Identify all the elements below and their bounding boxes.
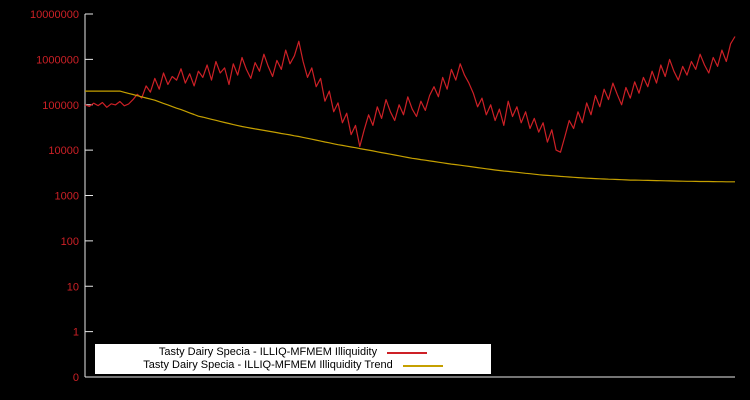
series-line-1 bbox=[85, 90, 735, 183]
legend-item-illiquidity: Tasty Dairy Specia - ILLIQ-MFMEM Illiqui… bbox=[158, 346, 428, 359]
legend-line-sample-trend bbox=[402, 364, 443, 367]
legend-label-trend: Tasty Dairy Specia - ILLIQ-MFMEM Illiqui… bbox=[143, 359, 393, 371]
series-line-0 bbox=[84, 36, 736, 153]
y-tick-label: 10000 bbox=[48, 145, 79, 157]
legend: Tasty Dairy Specia - ILLIQ-MFMEM Illiqui… bbox=[95, 344, 491, 374]
legend-item-trend: Tasty Dairy Specia - ILLIQ-MFMEM Illiqui… bbox=[143, 359, 443, 372]
y-tick-label: 1000000 bbox=[36, 54, 79, 66]
y-tick-label: 1 bbox=[73, 327, 79, 339]
y-tick-label: 10 bbox=[67, 281, 79, 293]
y-tick-label: 100 bbox=[61, 236, 79, 248]
y-tick-label: 1000 bbox=[55, 191, 79, 203]
legend-label-illiquidity: Tasty Dairy Specia - ILLIQ-MFMEM Illiqui… bbox=[158, 346, 378, 358]
y-tick-label: 100000 bbox=[42, 100, 79, 112]
y-tick-label: 0 bbox=[73, 372, 79, 384]
legend-line-sample-illiquidity bbox=[387, 351, 428, 354]
y-tick-label: 10000000 bbox=[30, 9, 79, 21]
